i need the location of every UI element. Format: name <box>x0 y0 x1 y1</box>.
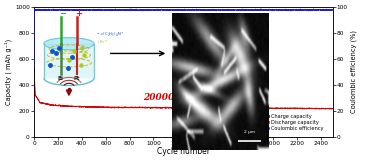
Polygon shape <box>67 90 72 95</box>
Text: $\bullet$ Br$^-$: $\bullet$ Br$^-$ <box>96 38 108 45</box>
Ellipse shape <box>44 38 94 50</box>
X-axis label: Cycle number: Cycle number <box>157 147 210 156</box>
Text: Bi: Bi <box>58 76 64 81</box>
Text: $\bullet$ =(C$_2$H$_5$)$_4$N$^+$: $\bullet$ =(C$_2$H$_5$)$_4$N$^+$ <box>96 31 125 39</box>
Legend: Charge capacity, Discharge capacity, Coulombic efficiency: Charge capacity, Discharge capacity, Cou… <box>264 112 326 133</box>
Text: 20000 mA g⁻¹: 20000 mA g⁻¹ <box>143 94 212 103</box>
Text: +: + <box>75 9 82 18</box>
Text: Pt: Pt <box>74 76 80 81</box>
Text: 2 μm: 2 μm <box>243 130 255 134</box>
Y-axis label: Coulombic efficiency (%): Coulombic efficiency (%) <box>351 30 357 113</box>
Y-axis label: Capacity ( mAh g⁻¹): Capacity ( mAh g⁻¹) <box>5 39 12 105</box>
Text: −: − <box>59 9 66 18</box>
Polygon shape <box>44 44 94 78</box>
